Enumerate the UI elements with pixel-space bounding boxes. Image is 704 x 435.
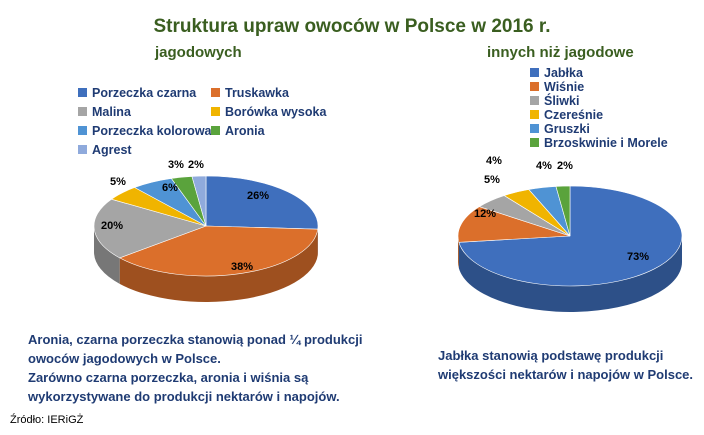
pie-slice-side (458, 236, 682, 312)
legend-item-gruszki: Gruszki (530, 122, 590, 136)
legend-label: Wiśnie (544, 80, 585, 94)
pie-data-label: 20% (101, 220, 123, 232)
note-line: wykorzystywane do produkcji nektarów i n… (28, 389, 340, 404)
legend-swatch (78, 107, 87, 116)
legend-label: Porzeczka kolorowa (92, 124, 212, 138)
note-line: owoców jagodowych w Polsce. (28, 351, 221, 366)
pie-slice-side (119, 229, 318, 302)
left-chart-subtitle: jagodowych (155, 44, 242, 61)
right-note: Jabłka stanowią podstawę produkcji więks… (438, 346, 693, 384)
pie-slice (457, 206, 571, 243)
pie-slice-side (94, 226, 120, 284)
pie-data-label: 12% (474, 208, 496, 220)
legend-item-sliwki: Śliwki (530, 94, 579, 108)
source-note: Źródło: IERiGŻ (10, 414, 84, 426)
right-chart-subtitle: innych niż jagodowe (487, 44, 634, 61)
legend-label: Śliwki (544, 94, 580, 108)
note-line: większości nektarów i napojów w Polsce. (438, 367, 694, 382)
pie-data-label: 5% (110, 176, 126, 188)
legend-label: Jabłka (544, 66, 583, 80)
note-line: Aronia, czarna porzeczka stanowią ponad … (28, 332, 363, 347)
legend-item-jablka: Jabłka (530, 66, 583, 80)
legend-label: Aronia (225, 124, 265, 138)
legend-item-czeresnie: Czereśnie (530, 108, 603, 122)
legend-item-wisnie: Wiśnie (530, 80, 584, 94)
pie-data-label: 5% (484, 174, 500, 186)
legend-label: Gruszki (544, 122, 590, 136)
pie-data-label: 2% (188, 159, 204, 171)
legend-label: Malina (92, 105, 131, 119)
legend-swatch (211, 88, 220, 97)
legend-swatch (530, 110, 539, 119)
legend-label: Borówka wysoka (225, 105, 327, 119)
legend-item-borowka-wysoka: Borówka wysoka (211, 105, 326, 119)
pie-slice (191, 175, 207, 227)
pie-data-label: 3% (168, 159, 184, 171)
legend-label: Porzeczka czarna (92, 86, 197, 100)
legend-swatch (530, 138, 539, 147)
pie-data-label: 2% (557, 160, 573, 172)
legend-swatch (78, 88, 87, 97)
pie-slice (458, 185, 683, 287)
legend-item-porzeczka-czarna: Porzeczka czarna (78, 86, 196, 100)
legend-label: Brzoskwinie i Morele (544, 136, 668, 150)
legend-item-malina: Malina (78, 105, 131, 119)
pie-slice-side (458, 236, 459, 269)
legend-label: Agrest (92, 143, 132, 157)
pie-data-label: 73% (627, 251, 649, 263)
pie-data-label: 26% (247, 190, 269, 202)
pie-slice (555, 185, 571, 237)
pie-slice (118, 225, 319, 277)
legend-label: Truskawka (225, 86, 289, 100)
legend-swatch (78, 145, 87, 154)
legend-item-truskawka: Truskawka (211, 86, 289, 100)
legend-swatch (78, 126, 87, 135)
legend-label: Czereśnie (544, 108, 604, 122)
legend-swatch (530, 68, 539, 77)
legend-item-porzeczka-kolorowa: Porzeczka kolorowa (78, 124, 212, 138)
legend-swatch (530, 124, 539, 133)
note-line: Jabłka stanowią podstawę produkcji (438, 348, 664, 363)
pie-data-label: 4% (486, 155, 502, 167)
note-line: Zarówno czarna porzeczka, aronia i wiśni… (28, 370, 309, 385)
legend-swatch (211, 107, 220, 116)
legend-item-brzoskwinie-i-morele: Brzoskwinie i Morele (530, 136, 668, 150)
pie-data-label: 4% (536, 160, 552, 172)
legend-swatch (530, 96, 539, 105)
legend-swatch (530, 82, 539, 91)
chart-title: Struktura upraw owoców w Polsce w 2016 r… (153, 16, 551, 37)
legend-item-agrest: Agrest (78, 143, 132, 157)
pie-slice (93, 198, 207, 259)
legend-swatch (211, 126, 220, 135)
pie-data-label: 38% (231, 261, 253, 273)
legend-item-aronia: Aronia (211, 124, 265, 138)
left-note: Aronia, czarna porzeczka stanowią ponad … (28, 330, 362, 406)
pie-slice (205, 175, 319, 230)
pie-data-label: 6% (162, 182, 178, 194)
